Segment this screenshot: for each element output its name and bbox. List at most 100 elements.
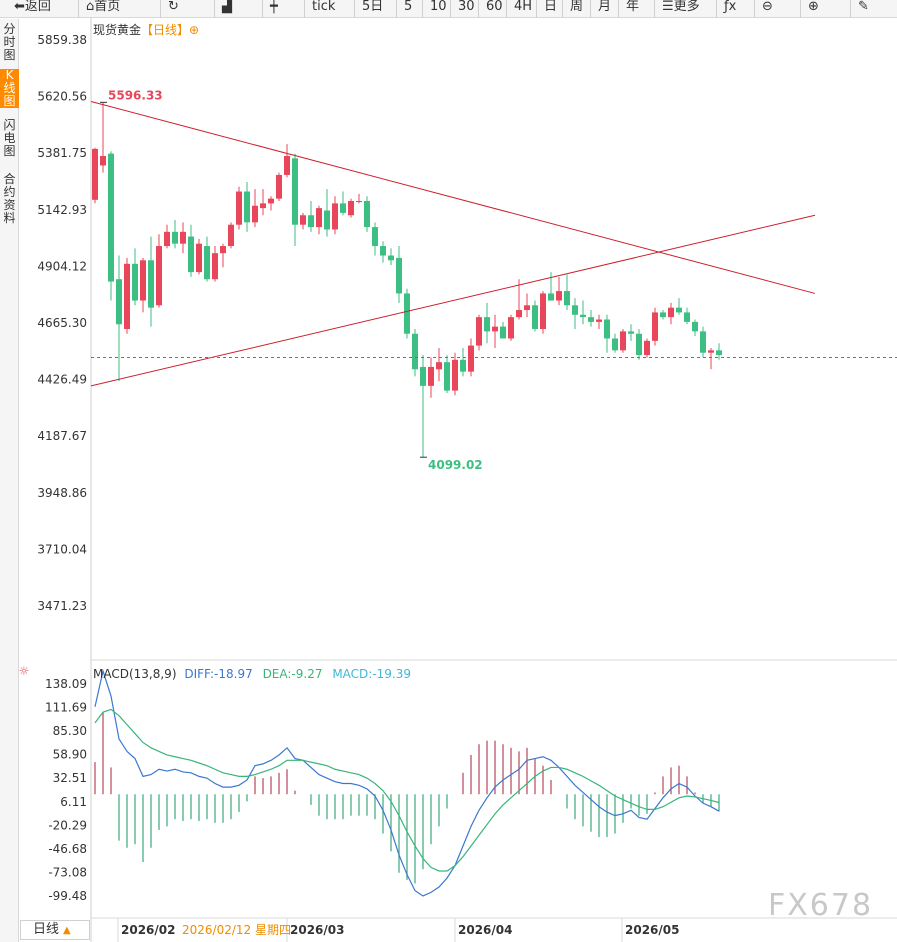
candle-body	[580, 314, 586, 318]
candle-body	[404, 293, 410, 334]
candle-body	[292, 158, 298, 225]
toolbar-item-17[interactable]: ƒx	[724, 0, 736, 18]
toolbar-separator	[618, 0, 619, 18]
toolbar-separator	[506, 0, 507, 18]
toolbar-item-18[interactable]: ⊖	[762, 0, 773, 18]
side-tab-0[interactable]: 分时图	[0, 23, 19, 62]
candle-body	[644, 340, 650, 356]
toolbar-item-10[interactable]: 60	[486, 0, 503, 18]
toolbar-item-14[interactable]: 月	[598, 0, 611, 18]
formula-icon: ƒx	[724, 0, 737, 14]
toolbar-item-0[interactable]: ⬅返回	[14, 0, 51, 18]
toolbar-item-label: 4H	[514, 0, 533, 14]
candle-body	[516, 310, 522, 318]
toolbar-item-3[interactable]: ▟	[222, 0, 232, 18]
toolbar-separator	[562, 0, 563, 18]
toolbar-item-20[interactable]: ✎	[858, 0, 869, 18]
candle-body	[596, 319, 602, 322]
toolbar-item-9[interactable]: 30	[458, 0, 475, 18]
price-tick-label: 4665.30	[37, 316, 87, 330]
candle-body	[348, 201, 354, 216]
diff-value: DIFF:-18.97	[184, 667, 253, 681]
macd-tick-label: 6.11	[60, 795, 87, 809]
candle-body	[676, 307, 682, 313]
dea-value: DEA:-9.27	[262, 667, 323, 681]
toolbar-item-label: 首页	[94, 0, 121, 14]
candle-body	[500, 326, 506, 339]
candle-body	[452, 359, 458, 391]
candle-body	[628, 331, 634, 334]
toolbar-item-1[interactable]: ⌂首页	[86, 0, 120, 18]
toolbar-item-label: 更多	[673, 0, 700, 14]
candle-body	[196, 243, 202, 273]
toolbar-separator	[716, 0, 717, 18]
macd-tick-label: -20.29	[48, 818, 87, 832]
candle-body	[708, 350, 714, 353]
period-tag: 【日线】	[141, 23, 190, 37]
time-tick-label: 2026/04	[458, 923, 512, 937]
candle-body	[412, 333, 418, 370]
toolbar-item-7[interactable]: 5	[404, 0, 412, 18]
candle-body	[188, 236, 194, 273]
bar-chart-icon: ▟	[222, 0, 232, 14]
candle-body	[636, 333, 642, 356]
candle-body	[532, 305, 538, 329]
toolbar-item-4[interactable]: ┿	[270, 0, 278, 18]
side-tab-2[interactable]: 闪电图	[0, 119, 19, 158]
candle-body	[556, 291, 562, 301]
toolbar-item-19[interactable]: ⊕	[808, 0, 819, 18]
toolbar-item-6[interactable]: 5日	[362, 0, 383, 18]
candle-body	[148, 260, 154, 308]
toolbar-item-11[interactable]: 4H	[514, 0, 532, 18]
period-selector-button[interactable]: 日线 ▲	[20, 920, 90, 940]
time-tick-label: 2026/03	[290, 923, 344, 937]
toolbar-item-8[interactable]: 10	[430, 0, 447, 18]
toolbar-item-label: 月	[598, 0, 612, 14]
draw-icon: ✎	[858, 0, 869, 14]
candle-body	[220, 246, 226, 254]
candle-body	[652, 312, 658, 341]
side-tab-1[interactable]: K线图	[0, 69, 19, 108]
price-tick-label: 3471.23	[37, 599, 87, 613]
macd-tick-label: 32.51	[53, 771, 87, 785]
candle-body	[444, 362, 450, 391]
candle-body	[316, 208, 322, 228]
toolbar-separator	[160, 0, 161, 18]
candle-body	[268, 198, 274, 204]
toolbar-item-12[interactable]: 日	[544, 0, 557, 18]
side-tab-label: K线图	[3, 68, 16, 108]
toolbar-separator	[354, 0, 355, 18]
toolbar-separator	[78, 0, 79, 18]
side-tab-3[interactable]: 合约资料	[0, 173, 19, 225]
candle-body	[92, 148, 98, 200]
toolbar-separator	[478, 0, 479, 18]
add-circle-icon[interactable]: ⊕	[189, 23, 200, 37]
candle-body	[484, 317, 490, 332]
candle-body	[492, 326, 498, 332]
toolbar-item-15[interactable]: 年	[626, 0, 639, 18]
home-icon: ⌂	[86, 0, 95, 14]
macd-tick-label: -99.48	[48, 889, 87, 903]
toolbar-item-2[interactable]: ↻	[168, 0, 179, 18]
toolbar-item-13[interactable]: 周	[570, 0, 583, 18]
macd-tick-label: 138.09	[45, 677, 87, 691]
toolbar-item-label: 返回	[24, 0, 51, 14]
macd-tick-label: -46.68	[48, 842, 87, 856]
toolbar-separator	[536, 0, 537, 18]
price-tick-label: 3710.04	[37, 542, 87, 556]
candle-body	[300, 215, 306, 225]
toolbar-item-label: 60	[486, 0, 503, 14]
price-tick-label: 4187.67	[37, 429, 87, 443]
dea-line	[94, 708, 720, 872]
toolbar-separator	[262, 0, 263, 18]
toolbar-item-label: 10	[430, 0, 447, 14]
candle-body	[436, 362, 442, 370]
candle-body	[716, 350, 722, 356]
candle-body	[540, 293, 546, 329]
time-tick-label: 2026/02	[121, 923, 175, 937]
toolbar-item-16[interactable]: ☰更多	[662, 0, 700, 18]
toolbar-item-5[interactable]: tick	[312, 0, 335, 18]
diff-line	[94, 668, 720, 897]
candle-body	[172, 231, 178, 244]
